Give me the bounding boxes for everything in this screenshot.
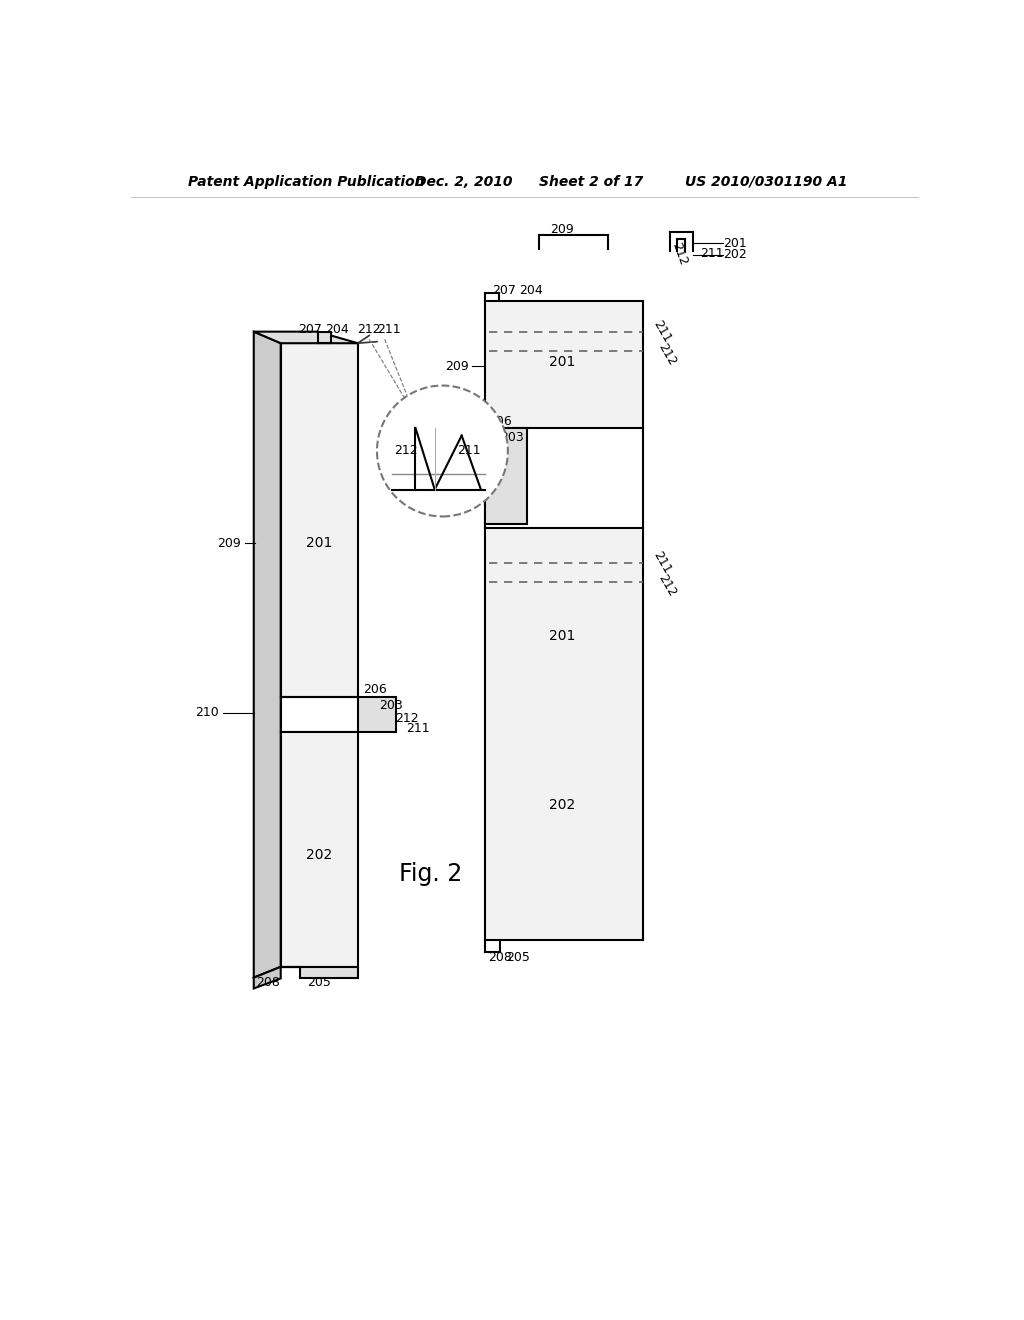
Text: 206: 206	[364, 684, 387, 696]
Text: 212: 212	[394, 445, 418, 458]
Polygon shape	[317, 331, 331, 343]
Polygon shape	[357, 697, 396, 733]
Text: 212: 212	[395, 711, 419, 725]
Text: 212: 212	[357, 323, 381, 335]
Text: 201: 201	[549, 355, 574, 370]
Text: 202: 202	[724, 248, 748, 261]
Text: 211: 211	[700, 247, 724, 260]
Text: 202: 202	[549, 799, 574, 812]
Text: 211: 211	[650, 318, 674, 345]
Polygon shape	[254, 966, 281, 989]
Text: 208: 208	[488, 952, 512, 964]
Text: 211: 211	[377, 323, 400, 335]
Text: Patent Application Publication: Patent Application Publication	[188, 174, 425, 189]
Text: 211: 211	[458, 445, 481, 458]
Text: 201: 201	[306, 536, 333, 550]
Text: 201: 201	[549, 628, 574, 643]
Polygon shape	[281, 966, 357, 978]
Text: 207: 207	[298, 323, 322, 335]
Text: 210: 210	[426, 491, 451, 504]
Text: 205: 205	[307, 975, 331, 989]
Text: Sheet 2 of 17: Sheet 2 of 17	[539, 174, 643, 189]
Text: 203: 203	[379, 698, 403, 711]
Text: Dec. 2, 2010: Dec. 2, 2010	[416, 174, 513, 189]
Text: 204: 204	[325, 323, 349, 335]
Text: 211: 211	[650, 549, 674, 576]
Text: 208: 208	[256, 975, 280, 989]
Circle shape	[377, 385, 508, 516]
Text: 204: 204	[519, 284, 543, 297]
Text: 212: 212	[670, 240, 690, 267]
Polygon shape	[254, 331, 357, 343]
Text: 209: 209	[445, 360, 469, 372]
Polygon shape	[281, 733, 357, 966]
Text: 209: 209	[217, 537, 241, 550]
Polygon shape	[254, 331, 281, 978]
Text: 211: 211	[407, 722, 430, 735]
Text: Fig. 2: Fig. 2	[399, 862, 463, 887]
Text: 206: 206	[488, 416, 512, 428]
Polygon shape	[484, 528, 643, 940]
Polygon shape	[484, 428, 527, 524]
Polygon shape	[281, 343, 357, 697]
Text: 209: 209	[550, 223, 573, 236]
Polygon shape	[484, 301, 643, 428]
Text: 210: 210	[196, 706, 219, 719]
Text: 207: 207	[492, 284, 515, 297]
Text: 201: 201	[724, 236, 748, 249]
Text: 205: 205	[506, 952, 530, 964]
Text: 202: 202	[306, 849, 333, 862]
Text: 212: 212	[655, 342, 679, 368]
Text: 212: 212	[655, 573, 679, 599]
Text: US 2010/0301190 A1: US 2010/0301190 A1	[685, 174, 847, 189]
Text: 203: 203	[500, 430, 524, 444]
